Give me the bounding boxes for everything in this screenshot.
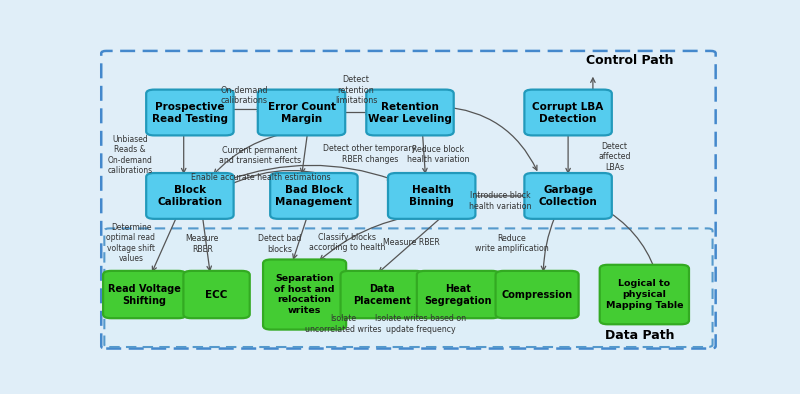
FancyBboxPatch shape [341, 271, 424, 318]
FancyBboxPatch shape [524, 173, 612, 219]
Text: Current permanent
and transient effects: Current permanent and transient effects [219, 146, 301, 165]
Text: Block
Calibration: Block Calibration [158, 185, 222, 207]
Text: Health
Binning: Health Binning [410, 185, 454, 207]
Text: Measure RBER: Measure RBER [383, 238, 440, 247]
FancyBboxPatch shape [258, 89, 346, 136]
Text: Corrupt LBA
Detection: Corrupt LBA Detection [533, 102, 604, 123]
Text: Measure
RBER: Measure RBER [186, 234, 219, 254]
Text: Detect other temporary
RBER changes: Detect other temporary RBER changes [323, 144, 416, 164]
FancyBboxPatch shape [270, 173, 358, 219]
Text: Separation
of host and
relocation
writes: Separation of host and relocation writes [274, 274, 335, 315]
Text: Read Voltage
Shifting: Read Voltage Shifting [108, 284, 181, 305]
Text: Detect bad
blocks: Detect bad blocks [258, 234, 302, 254]
Text: Error Count
Margin: Error Count Margin [267, 102, 335, 123]
FancyBboxPatch shape [146, 173, 234, 219]
FancyBboxPatch shape [104, 229, 713, 347]
Text: Heat
Segregation: Heat Segregation [425, 284, 492, 305]
Text: On-demand
calibrations: On-demand calibrations [221, 85, 268, 105]
FancyBboxPatch shape [146, 89, 234, 136]
FancyBboxPatch shape [183, 271, 250, 318]
Text: Isolate
uncorrelated writes: Isolate uncorrelated writes [305, 314, 382, 334]
FancyBboxPatch shape [417, 271, 500, 318]
Text: Isolate writes based on
update frequency: Isolate writes based on update frequency [375, 314, 466, 334]
Text: Retention
Wear Leveling: Retention Wear Leveling [368, 102, 452, 123]
FancyBboxPatch shape [495, 271, 578, 318]
Text: Classify blocks
according to health: Classify blocks according to health [309, 233, 385, 252]
FancyBboxPatch shape [103, 271, 186, 318]
Text: Data Path: Data Path [605, 329, 674, 342]
Text: Reduce block
health variation: Reduce block health variation [406, 145, 469, 164]
Text: Prospective
Read Testing: Prospective Read Testing [152, 102, 228, 123]
Text: Determine
optimal read
voltage shift
values: Determine optimal read voltage shift val… [106, 223, 155, 263]
Text: Detect
retention
limitations: Detect retention limitations [335, 76, 378, 105]
FancyBboxPatch shape [600, 265, 689, 324]
FancyBboxPatch shape [524, 89, 612, 136]
Text: Garbage
Collection: Garbage Collection [538, 185, 598, 207]
Text: Introduce block
health variation: Introduce block health variation [469, 191, 531, 211]
FancyBboxPatch shape [366, 89, 454, 136]
Text: Enable accurate health estimations: Enable accurate health estimations [191, 173, 331, 182]
Text: ECC: ECC [206, 290, 228, 299]
Text: Bad Block
Management: Bad Block Management [275, 185, 352, 207]
Text: Unbiased
Reads &
On-demand
calibrations: Unbiased Reads & On-demand calibrations [107, 135, 152, 175]
FancyBboxPatch shape [388, 173, 475, 219]
Text: Control Path: Control Path [586, 54, 674, 67]
Text: Compression: Compression [502, 290, 573, 299]
FancyBboxPatch shape [102, 51, 716, 349]
Text: Detect
affected
LBAs: Detect affected LBAs [598, 142, 631, 172]
Text: Reduce
write amplification: Reduce write amplification [475, 234, 549, 253]
Text: Data
Placement: Data Placement [354, 284, 411, 305]
Text: Logical to
physical
Mapping Table: Logical to physical Mapping Table [606, 279, 683, 310]
FancyBboxPatch shape [263, 260, 346, 329]
